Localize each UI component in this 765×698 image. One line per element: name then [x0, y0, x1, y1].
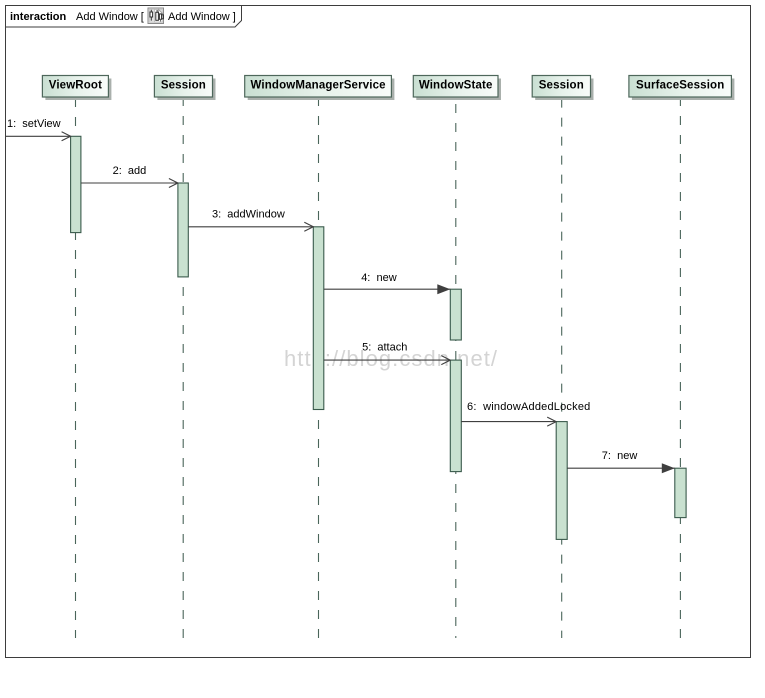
- svg-text:6: windowAddedLocked: 6: windowAddedLocked: [467, 401, 590, 413]
- svg-text:7: new: 7: new: [602, 450, 638, 462]
- svg-text:2: add: 2: add: [113, 165, 147, 177]
- svg-text:Add Window [: Add Window [: [76, 11, 144, 23]
- svg-text:SurfaceSession: SurfaceSession: [636, 80, 724, 92]
- svg-text:WindowManagerService: WindowManagerService: [251, 80, 386, 92]
- svg-text:Add Window ]: Add Window ]: [168, 11, 236, 23]
- svg-text:4: new: 4: new: [361, 272, 397, 284]
- svg-text:interaction: interaction: [10, 11, 67, 23]
- svg-text:ViewRoot: ViewRoot: [49, 80, 102, 92]
- svg-text:5: attach: 5: attach: [362, 342, 407, 354]
- svg-text:Session: Session: [161, 80, 206, 92]
- svg-text:Session: Session: [539, 80, 584, 92]
- svg-text:WindowState: WindowState: [419, 80, 493, 92]
- svg-text:3: addWindow: 3: addWindow: [212, 209, 285, 221]
- svg-text:1: setView: 1: setView: [7, 118, 61, 130]
